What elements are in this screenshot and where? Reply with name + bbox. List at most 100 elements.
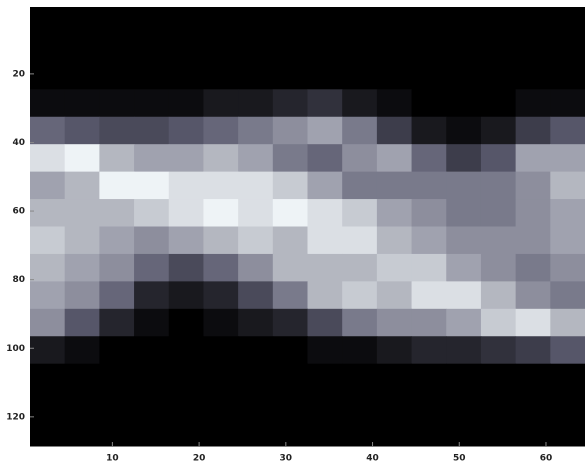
heatmap-cell (203, 117, 238, 145)
heatmap-cell (412, 364, 447, 392)
heatmap-cell (446, 281, 481, 309)
heatmap-cell (412, 391, 447, 419)
heatmap-cell (203, 7, 238, 35)
heatmap-cell (377, 281, 412, 309)
heatmap-cell (238, 199, 273, 227)
heatmap-cell (516, 254, 551, 282)
heatmap-cell (134, 364, 169, 392)
heatmap-cell (377, 254, 412, 282)
heatmap-cell (99, 62, 134, 90)
heatmap-cell (308, 419, 343, 447)
chart: 10203040506020406080100120 (0, 0, 585, 466)
y-tick-label: 120 (6, 412, 25, 422)
y-tick-label: 60 (12, 207, 25, 217)
heatmap-cell (308, 172, 343, 200)
heatmap-cell (273, 144, 308, 172)
x-tick-label: 60 (540, 454, 553, 464)
heatmap-cell (30, 172, 65, 200)
heatmap-cell (134, 89, 169, 117)
heatmap-cell (203, 34, 238, 62)
heatmap-cell (134, 7, 169, 35)
heatmap-cell (65, 62, 100, 90)
heatmap-cell (377, 227, 412, 255)
heatmap-cell (99, 364, 134, 392)
heatmap-cell (342, 144, 377, 172)
heatmap-cell (273, 309, 308, 337)
heatmap-cell (446, 364, 481, 392)
heatmap-cell (308, 309, 343, 337)
heatmap-cell (308, 89, 343, 117)
heatmap-cell (134, 117, 169, 145)
heatmap-cell (446, 419, 481, 447)
x-tick-label: 30 (280, 454, 293, 464)
heatmap-cell (203, 336, 238, 364)
heatmap-cell (481, 281, 516, 309)
heatmap-cell (134, 172, 169, 200)
heatmap-cell (30, 7, 65, 35)
heatmap-cell (169, 117, 204, 145)
heatmap-cell (550, 227, 585, 255)
heatmap-cell (550, 89, 585, 117)
heatmap-cell (516, 172, 551, 200)
heatmap-cell (65, 281, 100, 309)
heatmap-cell (65, 199, 100, 227)
heatmap-cell (273, 364, 308, 392)
heatmap-cell (203, 199, 238, 227)
heatmap-cell (99, 336, 134, 364)
heatmap-cell (308, 62, 343, 90)
heatmap-cell (481, 7, 516, 35)
y-tick-label: 80 (12, 275, 25, 285)
heatmap-cell (65, 7, 100, 35)
heatmap-cell (273, 336, 308, 364)
heatmap-cell (99, 391, 134, 419)
heatmap-cell (99, 254, 134, 282)
heatmap-cell (134, 419, 169, 447)
x-tick-label: 10 (106, 454, 119, 464)
heatmap-cell (30, 62, 65, 90)
heatmap-cell (308, 34, 343, 62)
heatmap-cell (550, 34, 585, 62)
heatmap-cell (412, 254, 447, 282)
heatmap-cell (30, 419, 65, 447)
heatmap-cell (308, 281, 343, 309)
heatmap-cell (238, 309, 273, 337)
heatmap-cell (65, 89, 100, 117)
heatmap-cell (412, 117, 447, 145)
heatmap-cell (99, 117, 134, 145)
heatmap-cell (412, 89, 447, 117)
heatmap-cell (446, 144, 481, 172)
heatmap-cell (446, 336, 481, 364)
heatmap-cell (481, 144, 516, 172)
heatmap-cell (550, 172, 585, 200)
heatmap-cell (377, 336, 412, 364)
heatmap-cell (65, 144, 100, 172)
heatmap-cell (481, 117, 516, 145)
heatmap-cell (134, 62, 169, 90)
heatmap-cell (238, 89, 273, 117)
heatmap-cell (169, 172, 204, 200)
heatmap-cell (516, 89, 551, 117)
heatmap-cell (273, 391, 308, 419)
heatmap-cell (273, 199, 308, 227)
heatmap-cell (273, 89, 308, 117)
heatmap-cell (238, 117, 273, 145)
x-tick-label: 20 (193, 454, 206, 464)
heatmap-cell (203, 309, 238, 337)
heatmap-cell (273, 172, 308, 200)
heatmap-cell (308, 227, 343, 255)
heatmap-cell (99, 89, 134, 117)
heatmap-cell (65, 419, 100, 447)
heatmap-cell (342, 7, 377, 35)
heatmap-cell (273, 419, 308, 447)
heatmap-cell (30, 144, 65, 172)
heatmap-cell (134, 144, 169, 172)
heatmap-cell (273, 7, 308, 35)
heatmap-cell (99, 34, 134, 62)
heatmap-cell (30, 117, 65, 145)
y-tick-label: 100 (6, 344, 25, 354)
heatmap-cell (412, 309, 447, 337)
heatmap-cell (412, 419, 447, 447)
heatmap-cell (238, 227, 273, 255)
heatmap-cell (99, 144, 134, 172)
heatmap-cell (65, 172, 100, 200)
